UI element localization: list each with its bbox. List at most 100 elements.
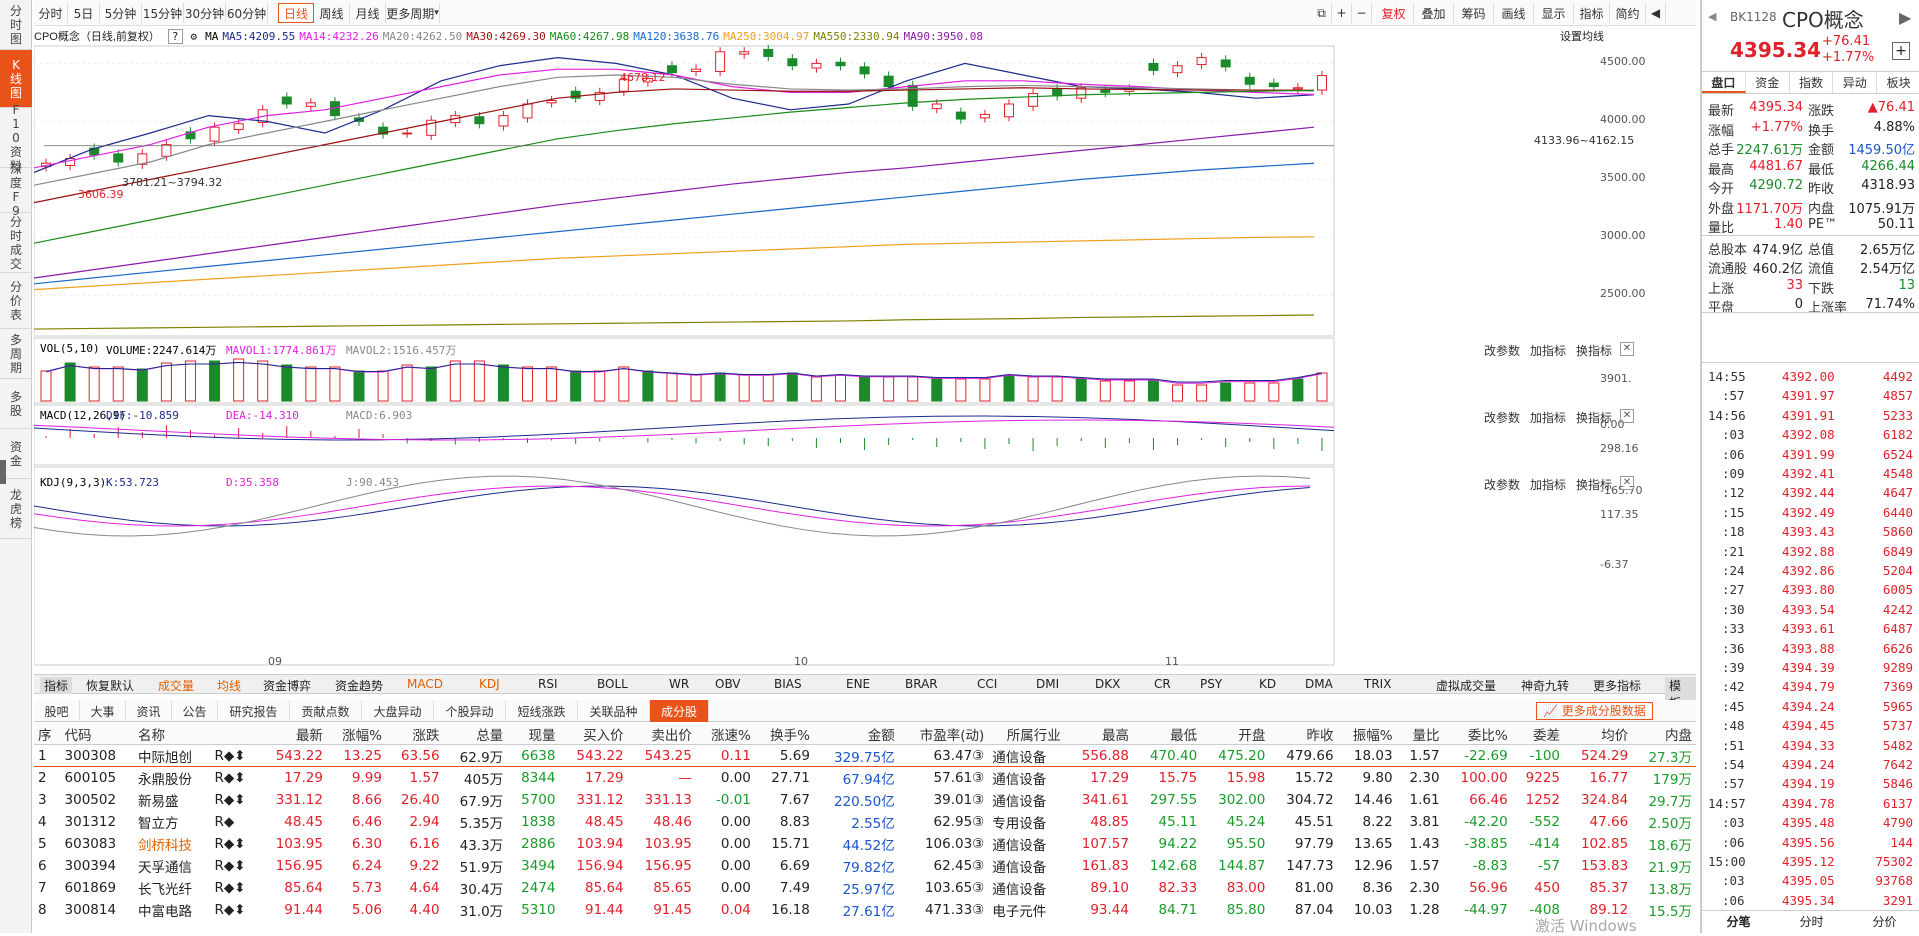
bottom-tab-3[interactable]: 公告 <box>172 700 218 722</box>
panel-button-1[interactable]: 加指标 <box>1530 344 1567 358</box>
panel-button-0[interactable]: 改参数 <box>1484 411 1521 425</box>
column-header[interactable]: 名称 <box>134 724 211 745</box>
indicator-22[interactable]: TRIX <box>1364 677 1392 691</box>
table-row[interactable]: 7 601869 长飞光纤 R◆⬍ 85.64 5.73 4.64 30.4万 2474 85.6… <box>34 877 1696 899</box>
indicator-7[interactable]: KDJ <box>479 677 500 691</box>
period-8[interactable]: 月线 <box>350 3 386 23</box>
indicator-14[interactable]: BRAR <box>905 677 938 691</box>
minus-icon[interactable]: − <box>1352 3 1372 23</box>
indicator-8[interactable]: RSI <box>538 677 558 691</box>
sidebar-tab-8[interactable]: 资金 <box>0 429 32 479</box>
column-header[interactable]: 代码 <box>60 724 135 745</box>
indicator-23[interactable]: 虚拟成交量 <box>1436 679 1497 693</box>
column-header[interactable]: 振幅% <box>1337 724 1397 745</box>
period-4[interactable]: 30分钟 <box>184 3 226 23</box>
bottom-tab-8[interactable]: 短线涨跌 <box>506 700 578 722</box>
table-row[interactable]: 1 300308 中际旭创 R◆⬍ 543.22 13.25 63.56 62.9万 6638 5… <box>34 745 1696 767</box>
indicator-5[interactable]: 资金趋势 <box>335 679 384 693</box>
indicator-11[interactable]: OBV <box>715 677 741 691</box>
indicator-21[interactable]: DMA <box>1305 677 1333 691</box>
period-0[interactable]: 分时 <box>34 3 68 23</box>
tool-3[interactable]: 画线 <box>1494 3 1534 23</box>
bottom-tab-2[interactable]: 资讯 <box>126 700 172 722</box>
period-9[interactable]: 更多周期 ▾ <box>386 3 440 23</box>
column-header[interactable]: 市盈率(动) <box>898 724 989 745</box>
column-header[interactable]: 换手% <box>754 724 814 745</box>
add-icon[interactable]: + <box>1332 3 1352 23</box>
tool-2[interactable]: 筹码 <box>1454 3 1494 23</box>
column-header[interactable]: 最低 <box>1132 724 1202 745</box>
tick-tab-0[interactable]: 分笔 <box>1726 915 1751 929</box>
indicator-12[interactable]: BIAS <box>774 677 802 691</box>
column-header[interactable]: 涨跌 <box>385 724 444 745</box>
bottom-tab-1[interactable]: 大事 <box>80 700 126 722</box>
column-header[interactable]: 买入价 <box>559 724 628 745</box>
table-row[interactable]: 2 600105 永鼎股份 R◆⬍ 17.29 9.99 1.57 405万 8344 17.29… <box>34 767 1696 789</box>
more-constituents-button[interactable]: 📈 更多成分股数据 <box>1536 702 1653 720</box>
column-header[interactable]: 金额 <box>813 724 899 745</box>
period-3[interactable]: 15分钟 <box>142 3 184 23</box>
indicator-1[interactable]: 恢复默认 <box>86 679 135 693</box>
indicator-20[interactable]: KD <box>1259 677 1277 691</box>
tool-0[interactable]: 复权 <box>1374 3 1414 23</box>
indicator-0[interactable]: 指标 <box>40 677 73 694</box>
indicator-6[interactable]: MACD <box>407 677 443 691</box>
column-header[interactable]: 涨速% <box>695 724 755 745</box>
period-1[interactable]: 5日 <box>68 3 100 23</box>
indicator-25[interactable]: 更多指标 <box>1593 679 1642 693</box>
indicator-15[interactable]: CCI <box>977 677 998 691</box>
indicator-3[interactable]: 均线 <box>217 679 242 693</box>
tool-1[interactable]: 叠加 <box>1414 3 1454 23</box>
help-icon[interactable]: ? <box>167 29 183 44</box>
column-header[interactable]: 涨幅% <box>326 724 386 745</box>
layout-icon[interactable]: ⧉ <box>1312 3 1332 23</box>
indicator-13[interactable]: ENE <box>846 677 871 691</box>
sidebar-tab-2[interactable]: F10资料 <box>0 103 32 173</box>
column-header[interactable]: 最高 <box>1064 724 1133 745</box>
table-row[interactable]: 6 300394 天孚通信 R◆⬍ 156.95 6.24 9.22 51.9万 3494 156… <box>34 855 1696 877</box>
bottom-tab-7[interactable]: 个股异动 <box>434 700 506 722</box>
quote-tab-4[interactable]: 板块 <box>1877 72 1919 93</box>
period-6[interactable]: 日线 <box>278 3 314 23</box>
tool-6[interactable]: 简约 <box>1610 3 1646 23</box>
panel-button-2[interactable]: 换指标 <box>1576 478 1613 492</box>
period-2[interactable]: 5分钟 <box>100 3 142 23</box>
sidebar-tab-4[interactable]: 分时成交 <box>0 213 32 273</box>
sidebar-tab-7[interactable]: 多股 <box>0 379 32 429</box>
table-row[interactable]: 4 301312 智立方 R◆ 48.45 6.46 2.94 5.35万 1838 48.45 4… <box>34 811 1696 833</box>
quote-tab-0[interactable]: 盘口 <box>1702 72 1746 93</box>
kline-chart[interactable] <box>34 28 1696 673</box>
column-header[interactable]: 委比% <box>1443 724 1512 745</box>
bottom-tab-10[interactable]: 成分股 <box>650 700 709 722</box>
table-row[interactable]: 3 300502 新易盛 R◆⬍ 331.12 8.66 26.40 67.9万 5700 331… <box>34 789 1696 811</box>
next-arrow-icon[interactable]: ▶ <box>1899 8 1912 27</box>
table-row[interactable]: 5 603083 剑桥科技 R◆⬍ 103.95 6.30 6.16 43.3万 2886 103… <box>34 833 1696 855</box>
indicator-19[interactable]: PSY <box>1200 677 1223 691</box>
column-header[interactable]: 均价 <box>1564 724 1633 745</box>
column-header[interactable]: 开盘 <box>1201 724 1270 745</box>
panel-button-0[interactable]: 改参数 <box>1484 478 1521 492</box>
prev-arrow-icon[interactable]: ◀ <box>1708 10 1717 23</box>
close-icon[interactable]: ✕ <box>1620 342 1634 356</box>
column-header[interactable]: 现量 <box>507 724 560 745</box>
tick-tab-1[interactable]: 分时 <box>1799 915 1824 929</box>
bottom-tab-6[interactable]: 大盘异动 <box>362 700 434 722</box>
indicator-4[interactable]: 资金博弈 <box>263 679 312 693</box>
indicator-16[interactable]: DMI <box>1036 677 1060 691</box>
panel-button-0[interactable]: 改参数 <box>1484 344 1521 358</box>
panel-button-1[interactable]: 加指标 <box>1530 411 1567 425</box>
bottom-tab-5[interactable]: 贡献点数 <box>290 700 362 722</box>
tool-5[interactable]: 指标 <box>1574 3 1610 23</box>
sidebar-collapse-handle[interactable] <box>0 460 6 484</box>
bottom-tab-0[interactable]: 股吧 <box>34 700 80 722</box>
quote-tab-1[interactable]: 资金 <box>1746 72 1790 93</box>
column-header[interactable] <box>210 724 259 745</box>
period-7[interactable]: 周线 <box>314 3 350 23</box>
column-header[interactable]: 量比 <box>1396 724 1444 745</box>
column-header[interactable]: 委差 <box>1511 724 1565 745</box>
sidebar-tab-1[interactable]: K线图 <box>0 50 32 108</box>
column-header[interactable]: 昨收 <box>1269 724 1338 745</box>
panel-button-1[interactable]: 加指标 <box>1530 478 1567 492</box>
indicator-9[interactable]: BOLL <box>597 677 628 691</box>
sidebar-tab-3[interactable]: 深度F9 <box>0 162 32 218</box>
